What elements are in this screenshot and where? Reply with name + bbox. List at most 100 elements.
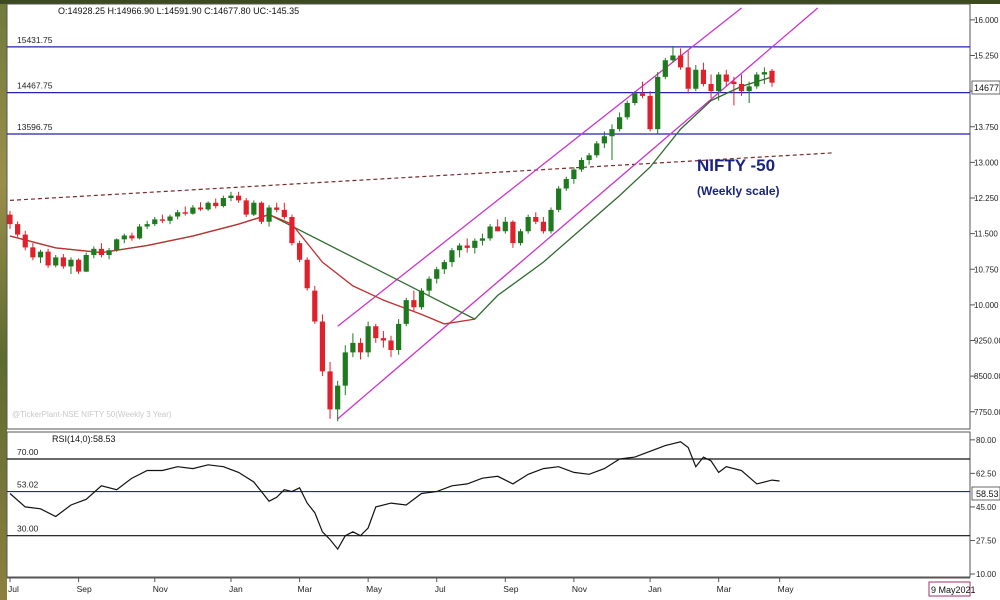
candle-down	[22, 234, 28, 248]
long-trendline	[9, 152, 833, 201]
candle-up	[91, 248, 97, 255]
candle-down	[540, 221, 546, 232]
candle-up	[266, 207, 272, 222]
candle-up	[251, 202, 257, 215]
date-label: 9 May2021	[931, 585, 976, 595]
candle-down	[30, 247, 36, 258]
rsi-axis: 80.00 62.50 45.00 27.50 10.00	[970, 436, 997, 579]
candle-down	[380, 338, 386, 341]
candle-up	[487, 226, 493, 239]
candle-down	[533, 217, 539, 222]
rsi-current-label: 58.53	[976, 489, 999, 499]
candle-up	[121, 235, 127, 240]
last-price-label: 14677.8	[974, 83, 1000, 93]
candle-up	[754, 74, 760, 87]
candle-up	[662, 60, 668, 77]
rsi-label: RSI(14,0):58.53	[52, 434, 116, 444]
candle-up	[53, 257, 59, 266]
candle-up	[571, 169, 577, 179]
candle-up	[342, 352, 348, 386]
candlesticks	[7, 46, 775, 422]
candle-up	[152, 219, 158, 225]
candle-up	[106, 250, 112, 255]
rsi-tick-label: 45.00	[976, 503, 997, 512]
price-tick-label: 9250.00	[974, 337, 1000, 346]
price-panel-frame	[6, 3, 971, 430]
candle-down	[213, 202, 219, 207]
candle-down	[388, 340, 394, 350]
candle-up	[403, 300, 409, 324]
rsi-level-label: 53.02	[17, 480, 39, 490]
last-price-badge	[971, 80, 1000, 95]
candle-up	[578, 160, 585, 170]
candle-up	[556, 188, 562, 210]
candle-up	[228, 195, 234, 198]
candle-down	[411, 300, 417, 308]
candle-down	[639, 93, 646, 96]
price-tick-label: 13.750	[974, 123, 999, 132]
candle-up	[434, 269, 440, 279]
candle-down	[75, 259, 82, 272]
rsi-line	[9, 441, 780, 551]
level-label: 15431.75	[17, 35, 53, 45]
x-tick-label: Mar	[298, 584, 313, 594]
candle-up	[114, 239, 120, 251]
candle-up	[716, 74, 722, 92]
price-tick-label: 7750.00	[974, 408, 1000, 417]
candle-down	[647, 95, 653, 130]
candle-up	[205, 202, 211, 210]
candle-up	[426, 278, 432, 291]
candle-down	[510, 221, 516, 244]
candle-up	[175, 212, 181, 217]
rsi-tick-label: 80.00	[976, 436, 997, 445]
candle-up	[655, 76, 661, 130]
candle-down	[708, 84, 714, 92]
candle-up	[609, 129, 615, 137]
candle-up	[525, 217, 531, 232]
candle-up	[761, 72, 767, 75]
rsi-reference-levels: 70.00 53.02 30.00	[7, 447, 970, 537]
candle-down	[464, 245, 470, 248]
price-tick-label: 11.500	[974, 230, 998, 239]
candle-down	[700, 69, 707, 84]
rsi-tick-label: 62.50	[976, 469, 997, 478]
candle-up	[517, 231, 524, 244]
candle-down	[45, 251, 51, 266]
price-tick-label: 8500.00	[974, 372, 1000, 381]
candle-down	[98, 248, 105, 255]
candle-down	[731, 81, 737, 84]
rsi-tick-label: 27.50	[976, 536, 997, 545]
rsi-current-badge	[971, 486, 1000, 501]
rsi-tick-label: 10.00	[976, 570, 997, 579]
price-axis: 16.00015.25014.50013.75013.00012.25011.5…	[970, 16, 1000, 417]
x-tick-label: May	[366, 584, 383, 594]
candle-up	[624, 103, 630, 118]
candle-down	[129, 235, 135, 239]
channel-line	[337, 7, 819, 420]
x-tick-label: Jul	[435, 584, 446, 594]
x-tick-label: May	[778, 584, 795, 594]
candle-up	[449, 250, 455, 263]
candle-up	[693, 69, 699, 89]
channel-line	[337, 7, 742, 327]
candle-up	[68, 259, 74, 267]
price-tick-label: 10.750	[974, 265, 999, 274]
x-tick-label: Sep	[503, 584, 518, 594]
rsi-series-line	[9, 441, 780, 551]
candle-up	[335, 385, 341, 410]
candle-up	[418, 290, 425, 308]
price-tick-label: 10.000	[974, 301, 999, 310]
candle-down	[769, 70, 775, 83]
candle-up	[144, 224, 150, 227]
candle-up	[441, 262, 447, 270]
x-tick-label: Mar	[717, 584, 732, 594]
candle-down	[357, 342, 364, 353]
candle-down	[312, 290, 318, 322]
level-label: 14467.75	[17, 81, 53, 91]
candle-up	[632, 93, 638, 103]
candle-up	[586, 155, 592, 160]
price-channel	[337, 7, 819, 420]
candle-up	[479, 238, 486, 241]
candle-up	[563, 179, 569, 189]
